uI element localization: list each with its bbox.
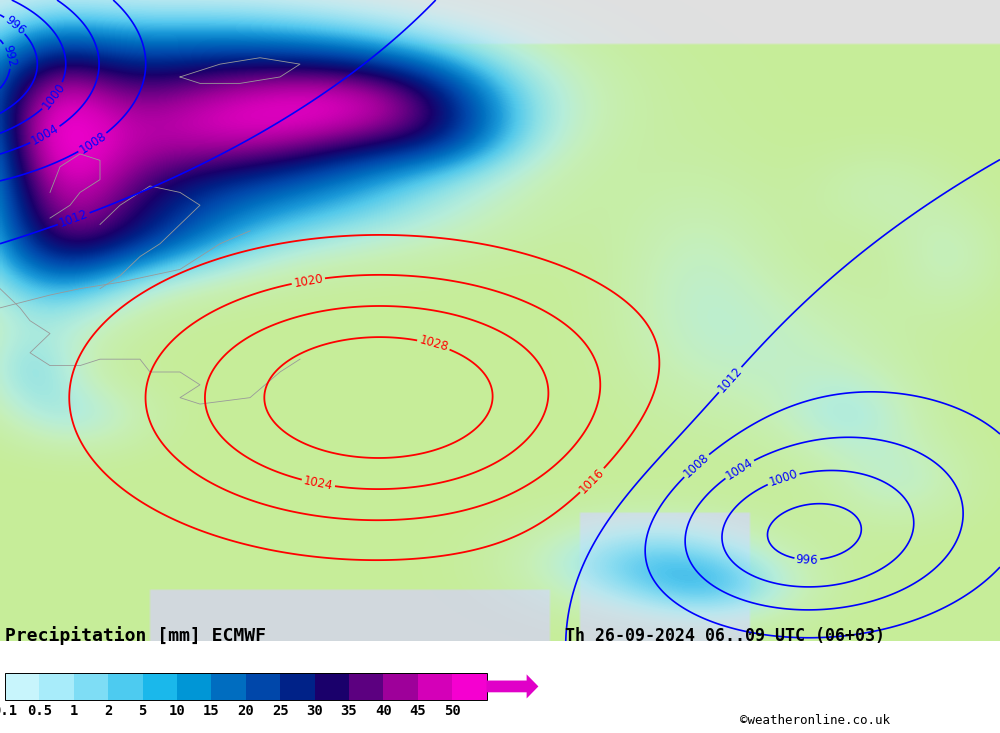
- Text: 1024: 1024: [302, 474, 334, 493]
- Text: 1012: 1012: [715, 364, 745, 395]
- Text: 10: 10: [169, 704, 185, 718]
- Text: Precipitation [mm] ECMWF: Precipitation [mm] ECMWF: [5, 626, 266, 645]
- Text: 1000: 1000: [767, 468, 799, 489]
- Bar: [177, 674, 211, 699]
- Text: 1000: 1000: [40, 81, 68, 112]
- Bar: [418, 674, 452, 699]
- Text: 40: 40: [375, 704, 392, 718]
- Text: 996: 996: [795, 553, 819, 567]
- Bar: [315, 674, 349, 699]
- Text: 5: 5: [138, 704, 147, 718]
- Text: 25: 25: [272, 704, 289, 718]
- Bar: [5, 674, 486, 699]
- Bar: [246, 674, 280, 699]
- Bar: [452, 674, 487, 699]
- Text: 1008: 1008: [77, 129, 109, 156]
- Text: ©weatheronline.co.uk: ©weatheronline.co.uk: [740, 714, 890, 727]
- Text: 50: 50: [444, 704, 460, 718]
- Bar: [39, 674, 74, 699]
- Text: 2: 2: [104, 704, 112, 718]
- Text: 1004: 1004: [29, 122, 61, 148]
- Text: 1: 1: [70, 704, 78, 718]
- Bar: [74, 674, 108, 699]
- Text: 992: 992: [0, 43, 18, 68]
- Bar: [5, 674, 39, 699]
- Text: 0.1: 0.1: [0, 704, 18, 718]
- Bar: [383, 674, 418, 699]
- Text: 1020: 1020: [293, 272, 324, 290]
- Text: Th 26-09-2024 06..09 UTC (06+03): Th 26-09-2024 06..09 UTC (06+03): [565, 627, 885, 645]
- Bar: [211, 674, 246, 699]
- Bar: [143, 674, 177, 699]
- Text: 996: 996: [2, 12, 28, 37]
- Text: 35: 35: [341, 704, 357, 718]
- Bar: [349, 674, 383, 699]
- Text: 15: 15: [203, 704, 220, 718]
- Text: 45: 45: [409, 704, 426, 718]
- Text: 30: 30: [306, 704, 323, 718]
- Text: 0.5: 0.5: [27, 704, 52, 718]
- Bar: [108, 674, 143, 699]
- Text: 1028: 1028: [417, 334, 450, 355]
- FancyArrow shape: [486, 674, 538, 699]
- Bar: [280, 674, 315, 699]
- Text: 1008: 1008: [681, 451, 712, 480]
- Text: 20: 20: [237, 704, 254, 718]
- Text: 1012: 1012: [57, 207, 90, 230]
- Text: 1004: 1004: [723, 455, 755, 482]
- Text: 1016: 1016: [577, 465, 607, 496]
